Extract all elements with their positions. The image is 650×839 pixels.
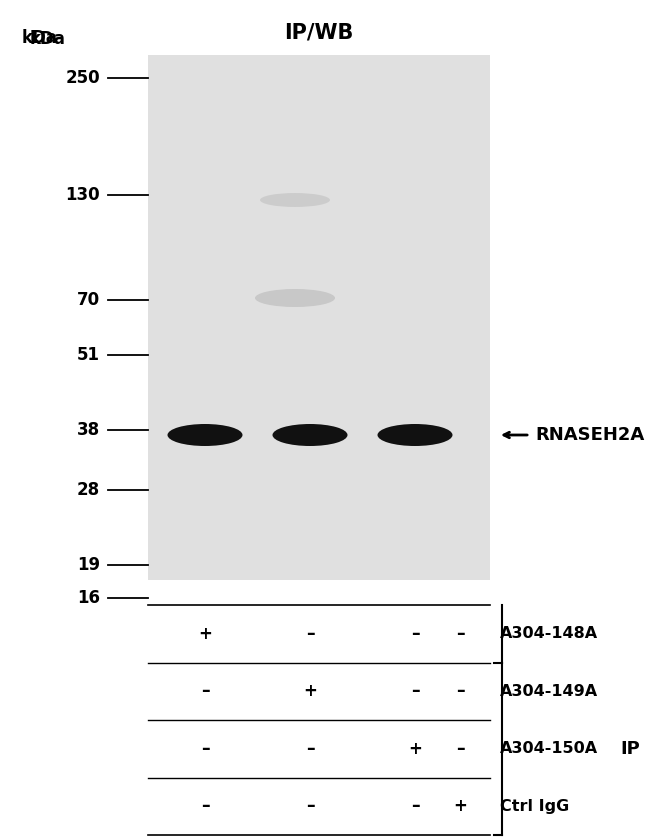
Text: +: + <box>453 797 467 816</box>
Text: –: – <box>201 797 209 816</box>
Text: IP: IP <box>620 740 640 758</box>
Ellipse shape <box>378 424 452 446</box>
Text: –: – <box>456 625 464 643</box>
Text: A304-149A: A304-149A <box>500 684 598 699</box>
Text: 51: 51 <box>77 346 100 364</box>
Ellipse shape <box>272 424 348 446</box>
Ellipse shape <box>168 424 242 446</box>
Text: –: – <box>306 797 315 816</box>
Text: A304-148A: A304-148A <box>500 626 598 641</box>
Text: IP/WB: IP/WB <box>284 22 354 42</box>
Text: kDa: kDa <box>30 30 66 48</box>
Text: 19: 19 <box>77 556 100 574</box>
Ellipse shape <box>260 193 330 207</box>
Text: –: – <box>201 740 209 758</box>
Text: 28: 28 <box>77 481 100 499</box>
Text: 16: 16 <box>77 589 100 607</box>
Text: –: – <box>411 797 419 816</box>
Ellipse shape <box>255 289 335 307</box>
Text: A304-150A: A304-150A <box>500 741 598 756</box>
Text: –: – <box>306 740 315 758</box>
Text: +: + <box>408 740 422 758</box>
Text: –: – <box>456 740 464 758</box>
Text: –: – <box>411 625 419 643</box>
Text: RNASEH2A: RNASEH2A <box>535 426 644 444</box>
Text: kDa: kDa <box>22 29 58 47</box>
Text: 70: 70 <box>77 291 100 309</box>
Text: 130: 130 <box>66 186 100 204</box>
Bar <box>148 55 490 580</box>
Text: Ctrl IgG: Ctrl IgG <box>500 799 569 814</box>
Text: –: – <box>306 625 315 643</box>
Text: +: + <box>198 625 212 643</box>
Text: 250: 250 <box>66 69 100 87</box>
Text: –: – <box>201 682 209 701</box>
Text: –: – <box>456 682 464 701</box>
Text: +: + <box>303 682 317 701</box>
Text: 38: 38 <box>77 421 100 439</box>
Text: –: – <box>411 682 419 701</box>
